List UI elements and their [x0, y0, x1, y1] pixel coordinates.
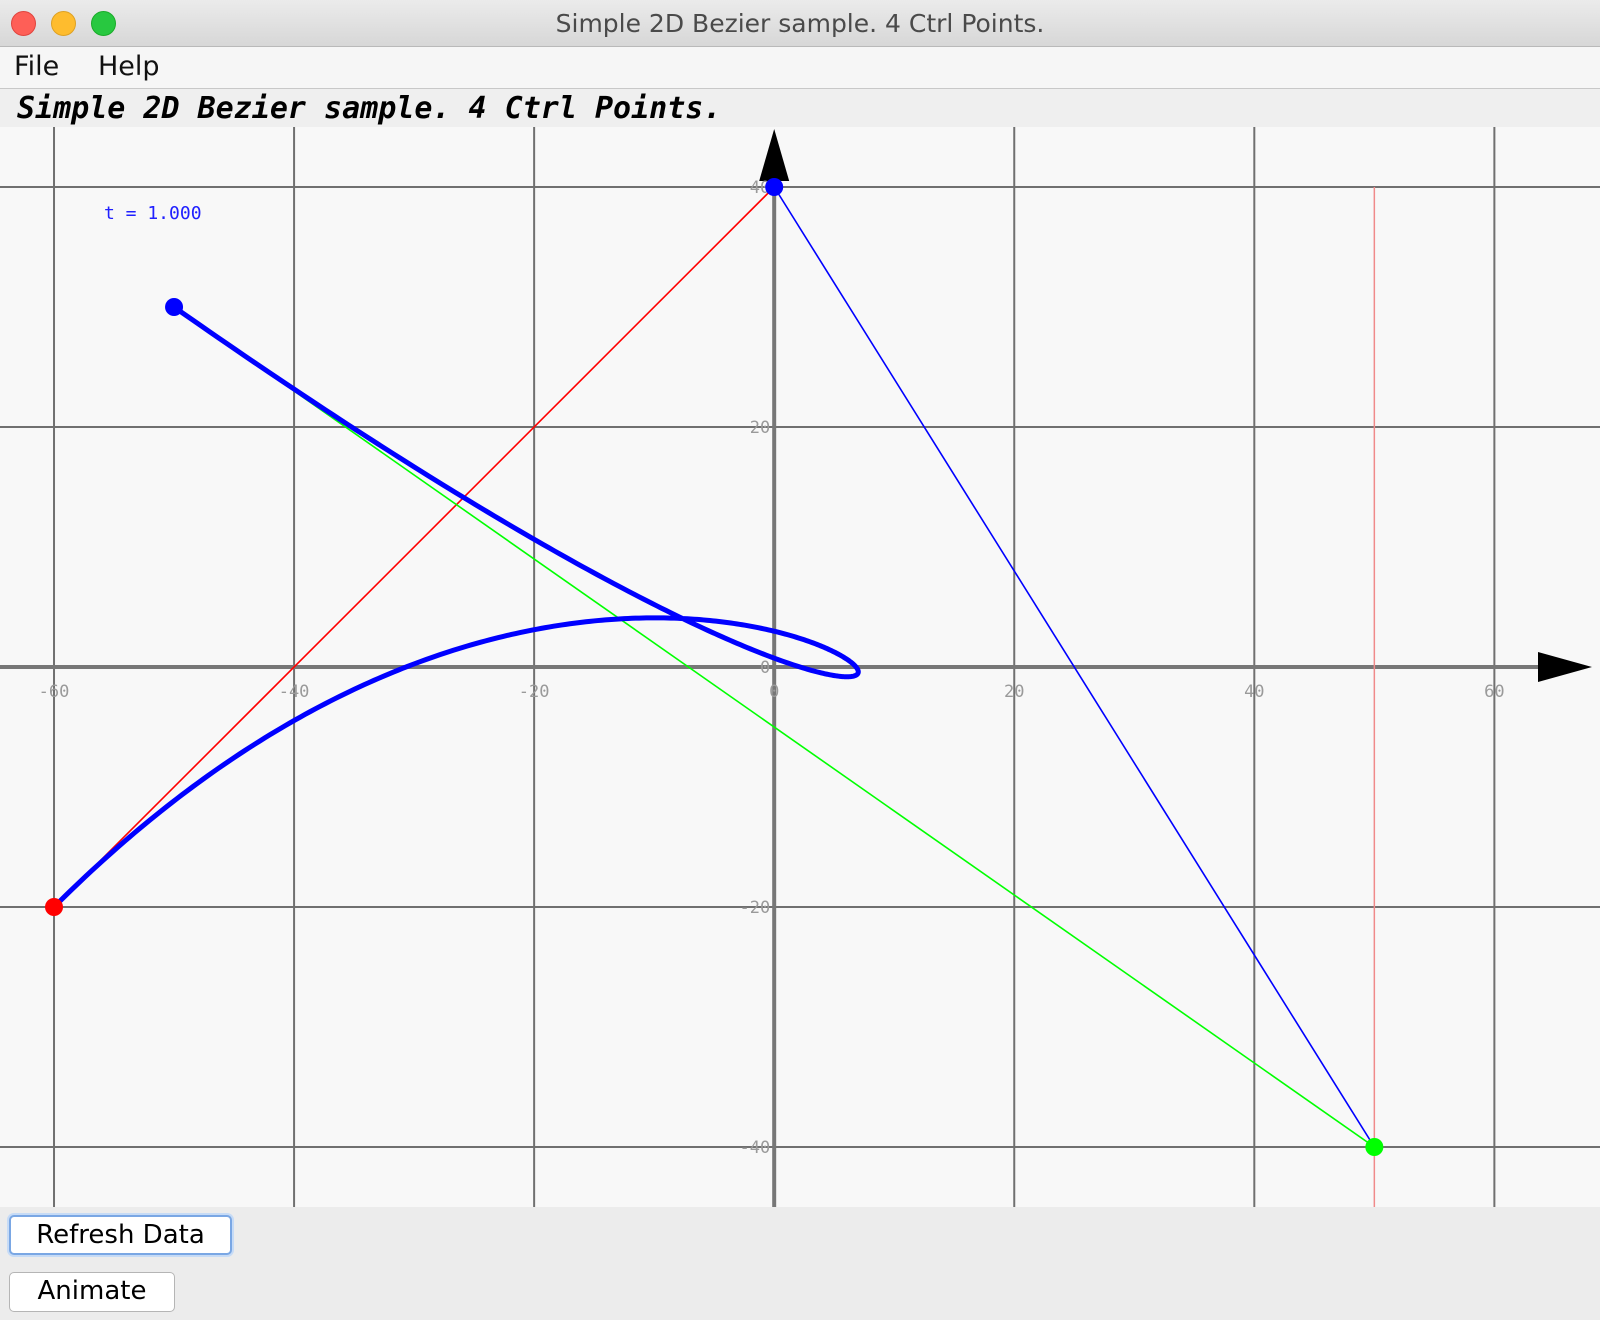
- x-tick-label: 0: [769, 682, 779, 702]
- bezier-plot[interactable]: -60 -40 -20 0 20 40 60 40 20 0 -20 -40 t = 1.000: [0, 127, 1600, 1207]
- bezier-curve: [51, 304, 861, 910]
- button-panel: Refresh Data Animate: [0, 1207, 1600, 1320]
- t-value-label: t = 1.000: [104, 203, 202, 224]
- x-axis-arrow-icon: [1538, 652, 1592, 682]
- x-tick-label: -40: [279, 682, 310, 702]
- x-tick-label: 20: [1004, 682, 1024, 702]
- window-title: Simple 2D Bezier sample. 4 Ctrl Points.: [555, 9, 1045, 38]
- x-tick-label: -60: [39, 682, 70, 702]
- close-window-button[interactable]: [11, 11, 36, 36]
- y-tick-label: 20: [750, 418, 770, 438]
- title-bar: Simple 2D Bezier sample. 4 Ctrl Points.: [0, 0, 1600, 47]
- refresh-data-button[interactable]: Refresh Data: [9, 1215, 232, 1255]
- y-axis-arrow-icon: [759, 129, 790, 181]
- menu-bar: File Help: [0, 47, 1600, 89]
- panel-heading: Simple 2D Bezier sample. 4 Ctrl Points.: [0, 89, 1600, 127]
- x-tick-label: 40: [1244, 682, 1264, 702]
- y-tick-label: -20: [739, 898, 770, 918]
- y-tick-label: -40: [739, 1138, 770, 1158]
- control-point-3[interactable]: [1365, 1138, 1384, 1156]
- menu-help[interactable]: Help: [98, 51, 160, 82]
- minimize-window-button[interactable]: [51, 11, 76, 36]
- control-point-1[interactable]: [45, 898, 64, 916]
- heading-text: Simple 2D Bezier sample. 4 Ctrl Points.: [17, 91, 722, 126]
- control-point-2[interactable]: [765, 178, 784, 196]
- control-segment-1: [53, 186, 775, 908]
- x-tick-label: -20: [519, 682, 550, 702]
- menu-file[interactable]: File: [14, 51, 60, 82]
- y-tick-label: 40: [750, 178, 770, 198]
- control-segment-3: [173, 306, 1375, 1148]
- control-segment-2: [773, 186, 1376, 1148]
- animate-button[interactable]: Animate: [9, 1272, 175, 1312]
- control-point-4[interactable]: [165, 298, 184, 316]
- maximize-window-button[interactable]: [91, 11, 116, 36]
- bezier-plot-svg[interactable]: -60 -40 -20 0 20 40 60 40 20 0 -20 -40 t = 1.000: [0, 127, 1600, 1207]
- y-tick-label: 0: [760, 658, 770, 678]
- x-tick-label: 60: [1484, 682, 1504, 702]
